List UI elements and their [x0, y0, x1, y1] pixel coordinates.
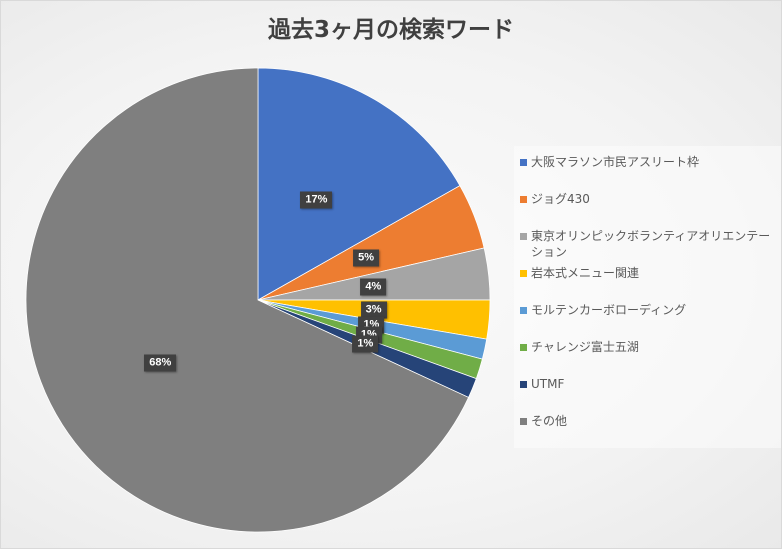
legend-marker-2 [520, 195, 527, 203]
legend-item-1: 大阪マラソン市民アスリート枠 [520, 154, 781, 191]
legend-marker-6 [520, 343, 527, 351]
legend-item-3: 東京オリンピックボランティアオリエンテーション [520, 228, 781, 265]
legend-label-6: チャレンジ富士五湖 [531, 340, 639, 354]
legend-label-5: モルテンカーボローディング [531, 303, 687, 317]
legend-item-4: 岩本式メニュー関連 [520, 265, 781, 302]
legend: 大阪マラソン市民アスリート枠 ジョグ430 東京オリンピックボランティアオリエン… [514, 146, 781, 448]
legend-item-5: モルテンカーボローディング [520, 302, 781, 339]
legend-label-4: 岩本式メニュー関連 [531, 266, 640, 280]
legend-label-7: UTMF [531, 377, 565, 391]
legend-label-3: 東京オリンピックボランティアオリエンテーション [531, 229, 771, 259]
chart-title: 過去3ヶ月の検索ワード [267, 17, 514, 43]
legend-item-2: ジョグ430 [520, 191, 781, 228]
legend-marker-1 [520, 158, 527, 166]
legend-marker-4 [520, 269, 527, 277]
legend-marker-7 [520, 380, 527, 388]
legend-label-1: 大阪マラソン市民アスリート枠 [531, 155, 700, 169]
legend-item-7: UTMF [520, 376, 781, 413]
pie-slice-1 [257, 67, 461, 301]
legend-label-2: ジョグ430 [531, 192, 590, 206]
legend-marker-8 [520, 417, 527, 425]
legend-marker-5 [520, 306, 527, 314]
pie-slice-8 [25, 67, 470, 533]
legend-label-8: その他 [531, 414, 568, 428]
legend-item-6: チャレンジ富士五湖 [520, 339, 781, 376]
legend-item-8: その他 [520, 413, 781, 450]
legend-marker-3 [520, 232, 527, 240]
